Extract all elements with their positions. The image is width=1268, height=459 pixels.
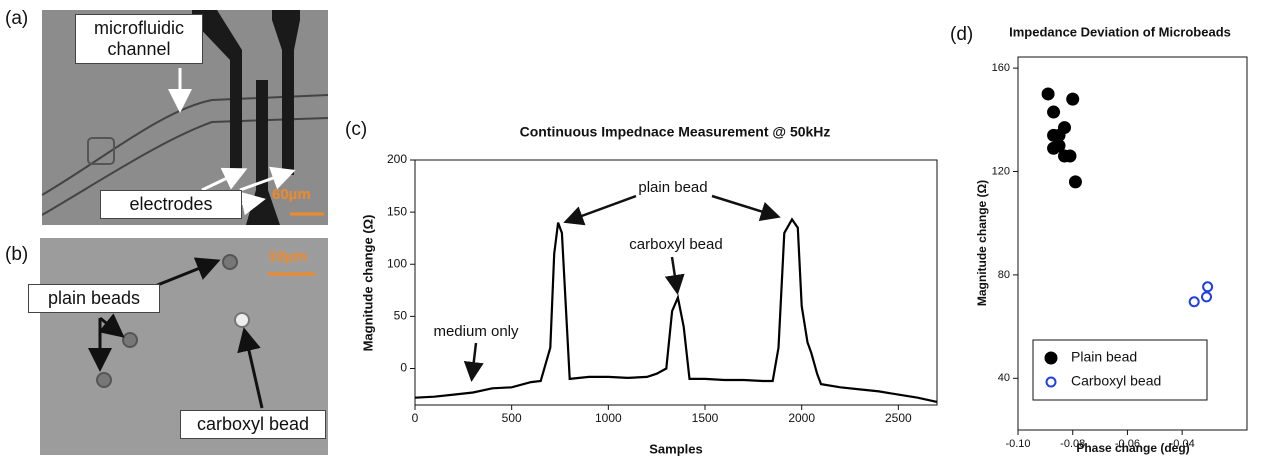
x-axis-label: Samples — [649, 441, 702, 456]
y-tick-label: 100 — [387, 256, 407, 270]
data-point — [1202, 281, 1214, 293]
data-point — [1052, 139, 1066, 153]
y-tick-label: 200 — [387, 152, 407, 166]
data-point — [1066, 92, 1080, 106]
data-point — [1041, 87, 1055, 101]
y-tick-label: 0 — [400, 361, 407, 375]
x-axis-label: Phase change (deg) — [1076, 441, 1189, 455]
data-point — [1047, 105, 1061, 119]
x-tick-label: -0.10 — [1005, 438, 1030, 450]
data-line — [414, 217, 938, 403]
arrow — [664, 256, 685, 295]
annotation: medium only — [433, 323, 519, 340]
x-tick-label: -0.08 — [1060, 438, 1085, 450]
chart-title: Continuous Impednace Measurement @ 50kHz — [520, 124, 831, 140]
x-tick-label: 2000 — [788, 411, 815, 425]
x-tick-label: 0 — [412, 411, 419, 425]
annotation: carboxyl bead — [180, 410, 326, 439]
arrow — [463, 342, 484, 382]
y-axis-label: Magnitude change (Ω) — [975, 180, 989, 306]
annotation: plain bead — [638, 179, 707, 196]
legend-marker — [1045, 376, 1057, 388]
annotation: microfluidic channel — [75, 14, 203, 64]
annotation: plain beads — [28, 284, 160, 313]
panel-label: (b) — [5, 244, 29, 265]
y-axis-label: Magnitude change (Ω) — [360, 215, 375, 352]
chart-title: Impedance Deviation of Microbeads — [1009, 24, 1231, 39]
data-point — [1058, 121, 1072, 135]
arrow — [711, 194, 781, 222]
scale-bar-label: 60µm — [272, 186, 311, 203]
legend-marker — [1044, 351, 1058, 365]
y-tick-label: 150 — [387, 204, 407, 218]
y-tick-label: 160 — [992, 62, 1010, 74]
plot-frame — [414, 159, 938, 406]
y-tick-label: 40 — [998, 372, 1010, 384]
panel-label: (a) — [5, 8, 29, 29]
arrow — [563, 194, 637, 226]
scale-bar-label: 10µm — [268, 248, 307, 265]
x-tick-label: 1500 — [692, 411, 719, 425]
panel-label: (d) — [950, 24, 973, 45]
x-tick-label: 500 — [502, 411, 522, 425]
x-tick-label: 2500 — [885, 411, 912, 425]
annotation: carboxyl bead — [629, 236, 722, 253]
data-point — [1068, 175, 1082, 189]
x-tick-label: 1000 — [595, 411, 622, 425]
data-point — [1201, 291, 1213, 303]
data-point — [1188, 296, 1200, 308]
x-tick-label: -0.06 — [1115, 438, 1140, 450]
legend-label: Plain bead — [1071, 349, 1137, 365]
y-tick-label: 120 — [992, 165, 1010, 177]
legend-box — [1032, 339, 1208, 401]
y-tick-label: 80 — [998, 269, 1010, 281]
data-point — [1063, 149, 1077, 163]
panel-label: (c) — [345, 119, 367, 140]
legend-label: Carboxyl bead — [1071, 373, 1161, 389]
x-tick-label: -0.04 — [1170, 438, 1195, 450]
annotation: electrodes — [100, 190, 242, 219]
y-tick-label: 50 — [394, 309, 408, 323]
plot-frame — [1017, 56, 1248, 431]
